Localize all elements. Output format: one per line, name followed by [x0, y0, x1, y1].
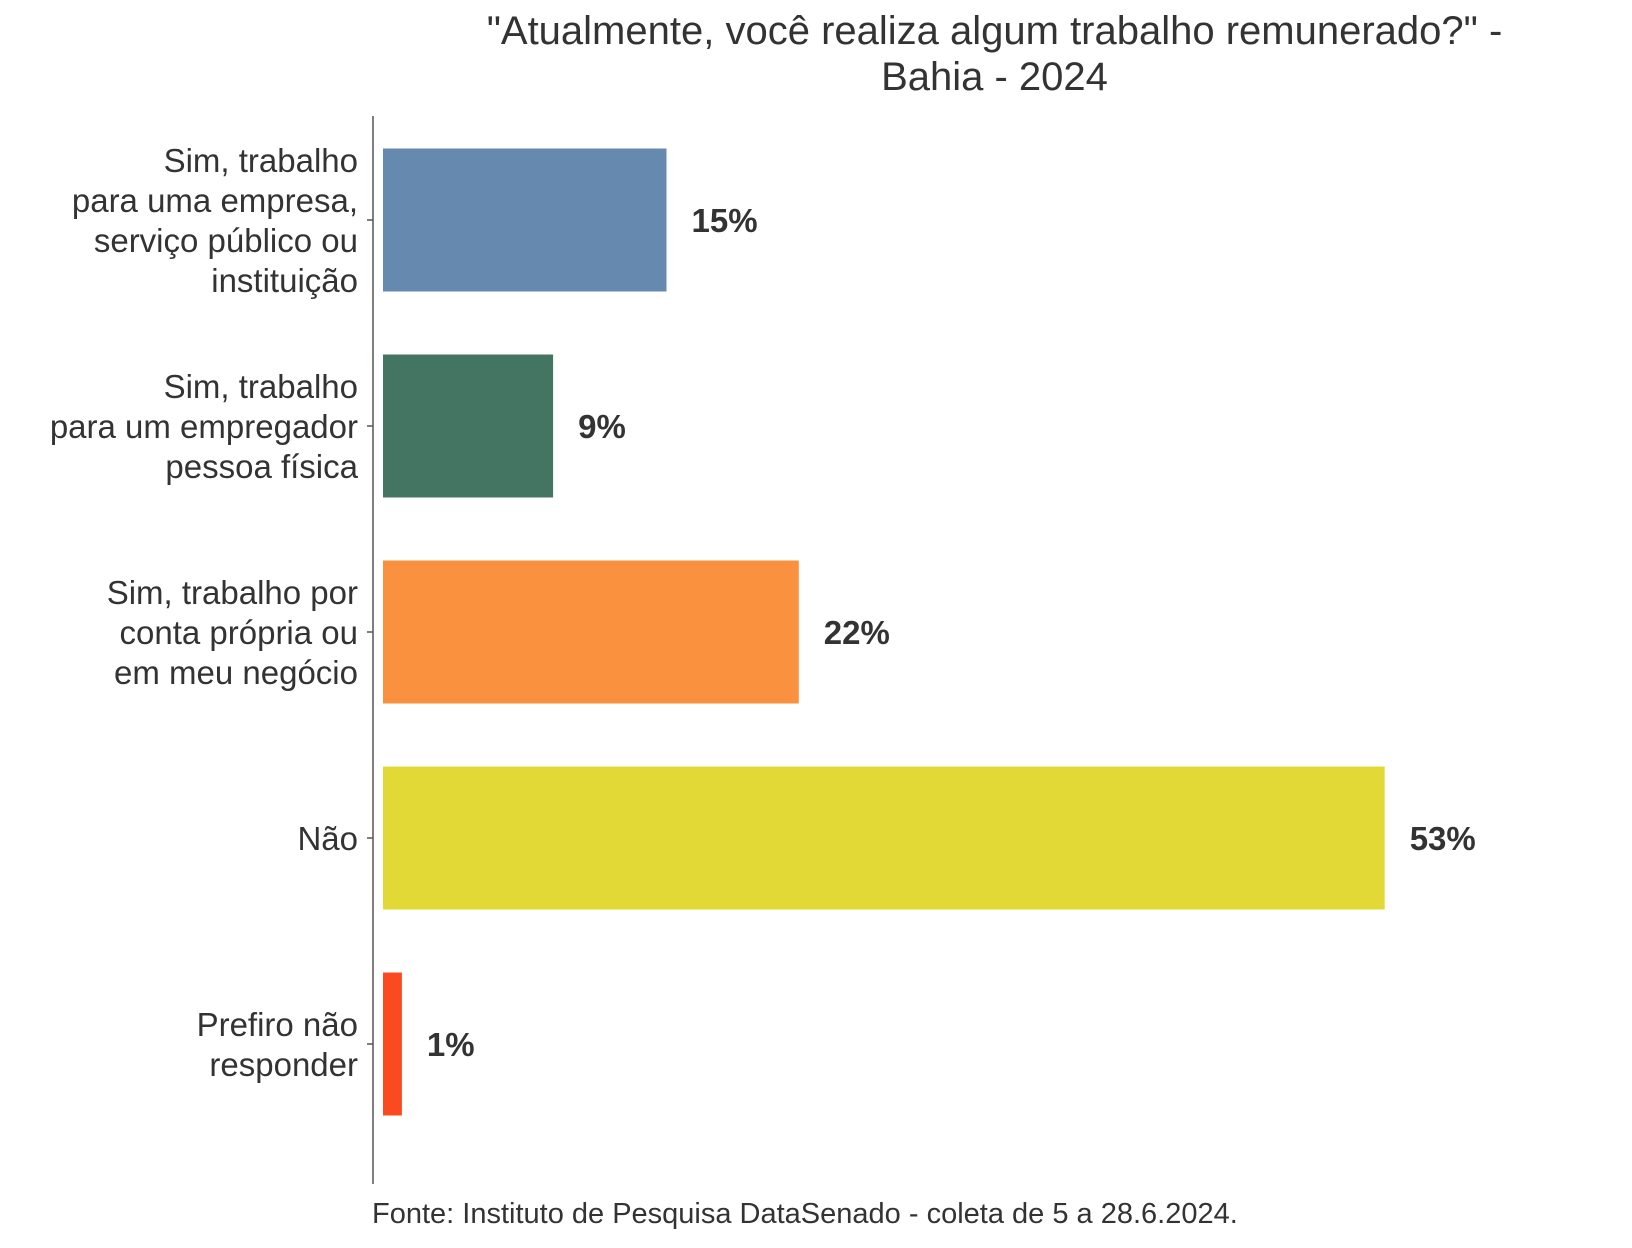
category-label-line: para um empregador — [50, 408, 358, 445]
category-label: Prefiro não responder — [197, 1006, 358, 1083]
value-label: 15% — [692, 202, 758, 239]
category-label-line: Sim, trabalho por — [107, 574, 358, 611]
category-label-line: para uma empresa, — [72, 182, 358, 219]
category-label-line: Sim, trabalho — [164, 142, 358, 179]
category-label: Sim, trabalho por conta própria ou em meu … — [107, 574, 358, 691]
category-label-line: instituição — [211, 262, 358, 299]
bar — [383, 766, 1385, 910]
bar — [383, 354, 554, 498]
category-label-line: pessoa física — [165, 448, 358, 485]
category-label: Não — [297, 820, 358, 857]
category-label: Sim, trabalho para uma empresa, serviço pú… — [72, 142, 358, 299]
bar — [383, 560, 799, 704]
chart-title: "Atualmente, você realiza algum trabalho… — [357, 8, 1632, 100]
category-label-line: em meu negócio — [114, 654, 358, 691]
category-label-line: conta própria ou — [120, 614, 359, 651]
value-label: 22% — [824, 614, 890, 651]
category-label-line: serviço público ou — [94, 222, 358, 259]
category-label: Sim, trabalho para um empregador pessoa fí… — [50, 368, 359, 485]
value-label: 1% — [427, 1026, 475, 1063]
bar — [383, 972, 402, 1116]
value-label: 9% — [578, 408, 626, 445]
source-note: Fonte: Instituto de Pesquisa DataSenado … — [372, 1198, 1238, 1230]
chart-title-line-1: "Atualmente, você realiza algum trabalho… — [486, 9, 1503, 53]
category-label-line: Prefiro não — [197, 1006, 358, 1043]
value-label: 53% — [1410, 820, 1476, 857]
bar — [383, 148, 667, 292]
bars-layer: 15%Sim, trabalho para uma empresa, serviço… — [50, 142, 1476, 1116]
chart-title-line-2: Bahia - 2024 — [881, 55, 1108, 99]
category-label-line: Não — [297, 820, 358, 857]
category-label-line: Sim, trabalho — [164, 368, 358, 405]
category-label-line: responder — [209, 1046, 358, 1083]
